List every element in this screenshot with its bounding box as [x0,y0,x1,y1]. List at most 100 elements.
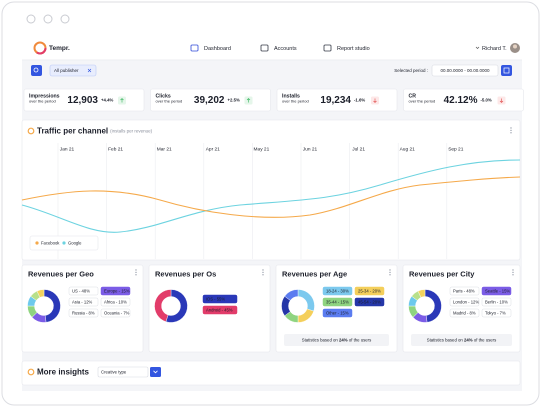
legend-badge [100,297,131,307]
menu-dot[interactable] [389,274,391,276]
nav-icon [260,44,269,52]
month-label: Aug 21 [400,146,416,152]
creative-select[interactable] [97,366,149,378]
legend-badge [449,308,480,318]
month-label: Feb 21 [108,146,123,152]
search-button[interactable] [31,65,42,76]
month-label: Mar 21 [157,146,172,152]
legend-badge-label: Tokyo - 7% [485,310,506,315]
nav-link[interactable]: Accounts [274,46,297,52]
breakdown-title: Revenues per City [409,269,475,278]
legend-badge-label: Asia - 12% [72,299,93,304]
kpi-card [403,88,524,112]
kpi-card [276,88,398,112]
donut-segment [36,289,45,298]
tag-remove[interactable] [87,68,92,73]
period-input[interactable] [431,64,499,77]
note-prefix: Statistics based on [427,337,464,342]
window-dot[interactable] [60,14,70,24]
breakdown-title: Revenues per Geo [28,269,94,278]
legend-badge-label: London - 12% [453,299,479,304]
breakdown-title: Revenues per Age [282,269,347,278]
insights-card [21,360,521,386]
legend-label: Google [68,240,82,245]
legend-badge [449,297,480,307]
legend-badge [354,286,385,296]
legend-badge [202,294,238,304]
publisher-tag-label: All publisher [54,68,79,73]
note-prefix: Statistics based on [302,337,339,342]
nav-icon [190,44,199,52]
menu-dot[interactable] [135,271,137,274]
legend-badge [322,297,353,307]
brand: Tempr. [49,45,70,52]
window-dot[interactable] [43,14,53,24]
nav-icon [323,44,332,52]
kpi-value: 39,202 [194,95,225,106]
legend-dot [62,241,66,245]
user-name[interactable]: Richard T. [482,46,507,52]
kpi-trend-arrow [499,98,504,103]
kpi-change: -5.0% [481,98,492,103]
legend-badge [449,286,480,296]
menu-dot[interactable] [262,271,264,274]
menu-dot[interactable] [262,274,264,276]
legend-badge [68,286,99,296]
facebook-curve [21,176,521,218]
kpi-name: Impressions [29,93,60,99]
nav-link[interactable]: Report studio [337,46,370,52]
navbar [22,37,522,60]
kpi-subtitle: over the period [282,99,309,104]
legend-badge [322,286,353,296]
kpi-change: -1.6% [354,98,365,103]
traffic-title-text: Traffic per channel [37,127,108,136]
title-icon [27,127,35,135]
month-label: Apr 21 [206,146,220,152]
menu-dot[interactable] [512,269,514,271]
menu-dot[interactable] [262,269,264,271]
note-emphasis: 24% [464,337,473,342]
menu-dot[interactable] [389,269,391,271]
traffic-card [21,119,521,261]
legend-badge [68,308,99,318]
legend-badge-label: US - 48% [72,288,90,293]
select-button[interactable] [150,367,161,377]
note-emphasis: 24% [339,337,348,342]
menu-dot[interactable] [510,127,512,129]
kpi-value: 42.12% [444,95,478,106]
donut-segment [417,289,426,298]
legend-badge [322,308,353,318]
menu-dot[interactable] [389,271,391,274]
calendar-icon [503,67,510,74]
kpi-change: +4.4% [101,98,113,103]
menu-dot[interactable] [510,132,512,134]
legend-badge [481,308,512,318]
month-label: Sep 21 [448,146,464,152]
legend-badge-label: Berlin - 10% [485,299,508,304]
legend-badge-label: 45-54 - 20% [358,299,381,304]
publisher-tag[interactable] [49,64,97,77]
note: Statistics based on 24% of the users [427,337,497,342]
kpi-subtitle: over the period [29,99,56,104]
search-icon [33,67,39,73]
menu-dot[interactable] [512,274,514,276]
legend-badge [481,297,512,307]
note-suffix: of the users [473,337,497,342]
menu-dot[interactable] [135,274,137,276]
legend-badge [68,297,99,307]
menu-dot[interactable] [510,129,512,132]
legend-badge [100,308,131,318]
month-label: Jan 21 [60,146,75,152]
kpi-value: 12,903 [67,95,98,106]
legend-badge-label: Russia - 8% [72,310,95,315]
donut-segment [284,289,299,301]
calendar-button[interactable] [501,65,512,76]
legend-badge-label: Seattle - 15% [485,288,510,293]
menu-dot[interactable] [512,271,514,274]
nav-link[interactable]: Dashboard [204,46,231,52]
window-dot[interactable] [26,14,36,24]
legend-badge-label: Other - 15% [326,310,349,315]
google-curve [21,159,521,233]
menu-dot[interactable] [135,269,137,271]
